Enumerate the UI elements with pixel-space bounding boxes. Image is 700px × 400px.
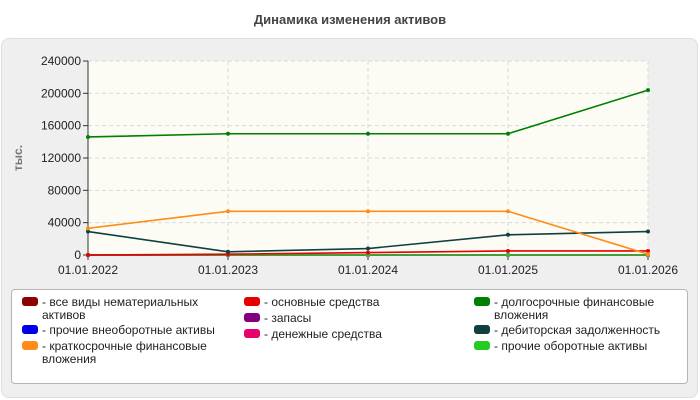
data-point — [86, 253, 90, 257]
data-point — [506, 131, 510, 136]
legend-label: - прочие оборотные активы — [494, 339, 648, 353]
legend-swatch — [244, 313, 260, 322]
legend-swatch — [22, 297, 38, 306]
y-tick-label: 240000 — [41, 54, 81, 68]
legend-label: - основные средства — [264, 295, 380, 309]
data-point — [506, 209, 510, 214]
legend-swatch — [22, 341, 38, 350]
x-tick-label: 01.01.2025 — [478, 263, 538, 277]
y-tick-label: 0 — [74, 248, 81, 262]
legend-label: - долгосрочные финансовые вложения — [494, 295, 655, 322]
legend-swatch — [474, 341, 490, 350]
data-point — [366, 131, 370, 136]
line-chart: 0 40000 80000 120000 160000 200000 240000 01.01… — [11, 54, 678, 277]
data-point — [506, 232, 510, 237]
legend-swatch — [244, 329, 260, 338]
y-tick-label: 160000 — [41, 119, 81, 133]
legend-label: - все виды нематериальных активов — [42, 295, 199, 322]
data-point — [86, 134, 90, 139]
y-axis-label: тыс. — [11, 145, 25, 171]
data-point — [506, 248, 510, 253]
data-point — [646, 88, 650, 93]
data-point — [86, 229, 90, 234]
legend-swatch — [474, 297, 490, 306]
data-point — [226, 249, 230, 254]
y-tick-label: 200000 — [41, 86, 81, 100]
legend-label: - денежные средства — [264, 327, 382, 341]
data-point — [366, 246, 370, 251]
data-point — [506, 253, 510, 257]
y-tick-label: 40000 — [48, 216, 82, 230]
y-tick-label: 120000 — [41, 151, 81, 165]
legend-swatch — [244, 297, 260, 306]
legend-label: - краткосрочные финансовые вложения — [42, 339, 207, 366]
x-tick-label: 01.01.2024 — [338, 263, 398, 277]
legend-label: - прочие внеоборотные активы — [42, 323, 215, 337]
data-point — [226, 131, 230, 136]
data-point — [366, 209, 370, 214]
legend-label: - дебиторская задолженность — [494, 323, 661, 337]
chart-title: Динамика изменения активов — [253, 12, 447, 27]
data-point — [86, 226, 90, 231]
data-point — [226, 209, 230, 214]
data-point — [366, 250, 370, 255]
legend-swatch — [474, 325, 490, 334]
data-point — [646, 248, 650, 253]
x-tick-label: 01.01.2026 — [618, 263, 678, 277]
legend-label: - запасы — [264, 311, 312, 325]
x-tick-label: 01.01.2022 — [58, 263, 118, 277]
chart-legend: - все виды нематериальных активов - прочи… — [11, 289, 688, 384]
legend-swatch — [22, 325, 38, 334]
x-tick-label: 01.01.2023 — [198, 263, 258, 277]
data-point — [646, 252, 650, 257]
y-tick-label: 80000 — [48, 183, 82, 197]
data-point — [646, 229, 650, 234]
